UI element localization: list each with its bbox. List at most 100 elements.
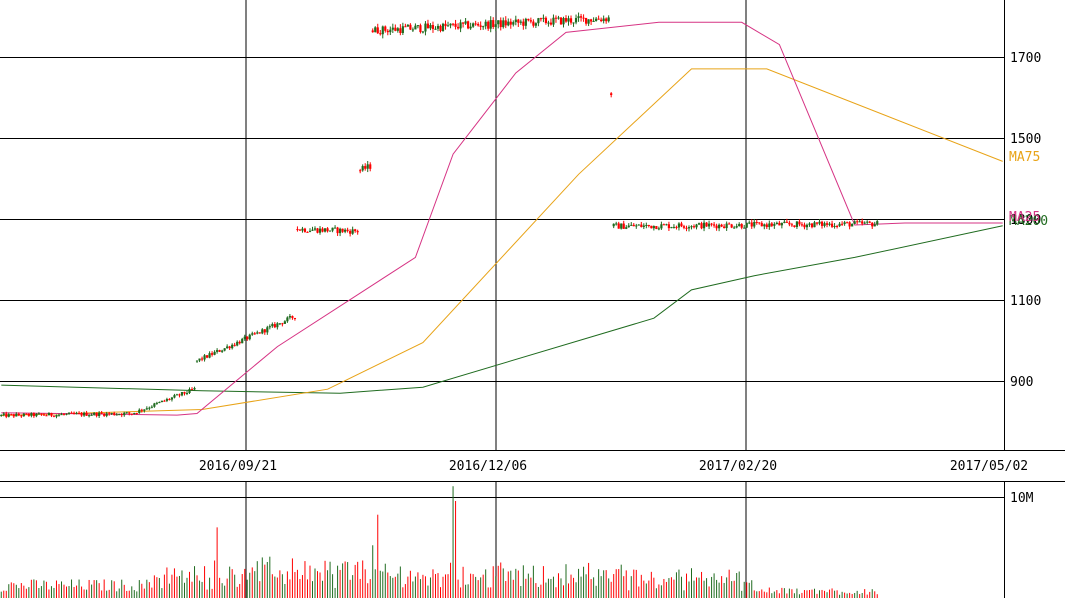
candle-body: [825, 223, 829, 225]
candle-body: [286, 317, 289, 322]
candle-body: [549, 22, 553, 25]
candle-body: [652, 226, 655, 229]
candle-body: [155, 402, 158, 404]
candle-body: [55, 414, 58, 417]
candle-body: [587, 19, 590, 24]
candle-body: [221, 350, 224, 352]
candle-body: [165, 399, 169, 401]
candle-body: [0, 414, 3, 416]
candle-body: [288, 316, 292, 318]
candle-body: [469, 26, 472, 29]
candle-body: [499, 20, 502, 28]
legend-ma200: MA200: [1009, 214, 1048, 229]
candle-body: [843, 222, 846, 224]
candle-body: [650, 225, 653, 229]
candle-body: [158, 402, 161, 404]
price-tick-label: 900: [1010, 375, 1033, 390]
candle-body: [27, 413, 30, 416]
candle-body: [213, 351, 216, 355]
candle-body: [835, 225, 839, 227]
candle-body: [647, 224, 650, 226]
candle-body: [231, 344, 234, 349]
candle-body: [758, 222, 761, 224]
candle-body: [426, 23, 430, 29]
candle-body: [271, 324, 274, 327]
candle-body: [429, 25, 432, 29]
candle-body: [336, 227, 339, 234]
candle-body: [384, 26, 387, 31]
candle-body: [266, 327, 269, 333]
candle-body: [461, 22, 465, 24]
candle-body: [497, 20, 500, 25]
candle-body: [133, 412, 136, 415]
candle-body: [552, 17, 555, 25]
candle-body: [547, 22, 550, 24]
candle-body: [399, 28, 402, 34]
candle-body: [697, 223, 701, 225]
candle-body: [190, 389, 194, 391]
candle-body: [10, 414, 13, 416]
candle-body: [645, 224, 648, 226]
candle-body: [597, 18, 600, 20]
candle-body: [537, 18, 540, 24]
candle-body: [35, 413, 38, 417]
candle-body: [467, 21, 470, 29]
candle-body: [512, 22, 515, 25]
candle-body: [233, 344, 236, 346]
candle-body: [75, 413, 78, 415]
candle-body: [344, 229, 347, 232]
candle-body: [667, 224, 671, 229]
candle-body: [446, 25, 450, 27]
candle-body: [278, 323, 281, 325]
candle-body: [160, 400, 163, 403]
candle-body: [439, 25, 442, 32]
candle-body: [685, 227, 688, 229]
candle-body: [298, 229, 302, 231]
candle-body: [479, 25, 482, 27]
candle-body: [188, 389, 191, 393]
candle-body: [868, 221, 871, 223]
candle-body: [509, 21, 512, 25]
candle-body: [607, 17, 610, 22]
candle-body: [534, 23, 537, 26]
candle-body: [200, 358, 204, 360]
candle-body: [670, 227, 673, 229]
candle-body: [755, 221, 758, 223]
candle-body: [118, 414, 121, 416]
candle-body: [863, 222, 866, 224]
candle-body: [557, 17, 560, 19]
candle-body: [773, 223, 776, 226]
candle-body: [22, 413, 25, 417]
candle-body: [527, 18, 530, 21]
candle-body: [135, 412, 138, 414]
candle-body: [67, 412, 71, 414]
candle-body: [394, 27, 397, 31]
moving-average-lines: [1, 21, 1003, 416]
price-tick-label: 1300: [1010, 213, 1041, 228]
candle-body: [281, 323, 284, 325]
candle-body: [241, 338, 244, 344]
candle-body: [600, 19, 603, 22]
candle-body: [662, 224, 665, 226]
candle-body: [145, 408, 148, 410]
date-tick-label: 2016/09/21: [199, 459, 277, 474]
candle-body: [507, 21, 510, 26]
candle-body: [115, 414, 118, 416]
candle-body: [474, 23, 477, 25]
candle-body: [489, 20, 492, 29]
candle-body: [750, 222, 753, 227]
candle-body: [770, 223, 773, 226]
candle-body: [140, 409, 143, 411]
candle-body: [203, 355, 206, 360]
candle-body: [705, 222, 708, 227]
candle-body: [45, 415, 48, 417]
candle-body: [401, 26, 404, 34]
candle-body: [660, 224, 663, 229]
candle-body: [715, 225, 718, 229]
candle-body: [610, 93, 613, 96]
candle-body: [743, 227, 746, 229]
candle-body: [15, 413, 18, 417]
legend-ma75: MA75: [1009, 150, 1040, 165]
candle-body: [80, 413, 83, 416]
